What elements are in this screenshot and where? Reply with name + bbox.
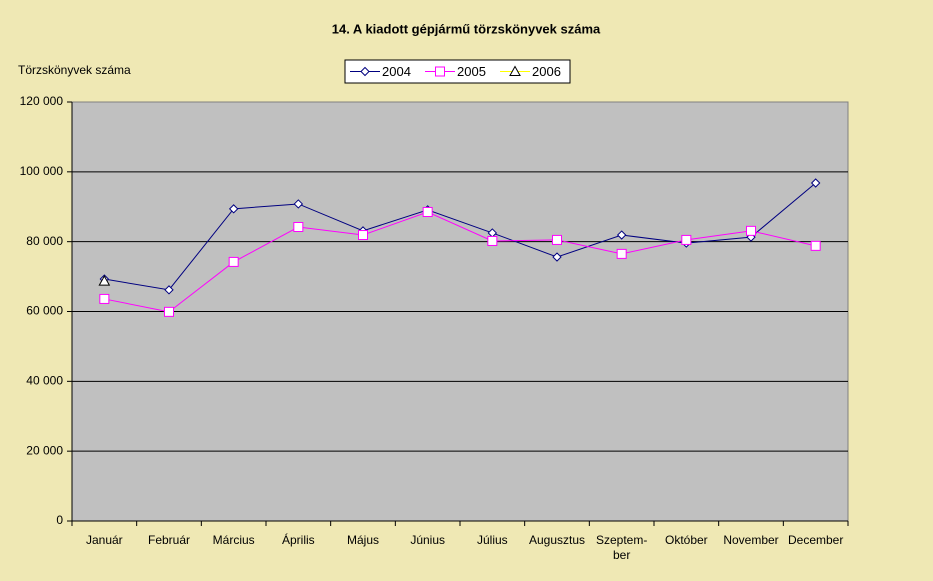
legend-marker	[360, 66, 370, 77]
data-point	[422, 206, 433, 217]
x-tick-label: Február	[148, 533, 190, 547]
x-tick-label: November	[723, 533, 778, 547]
x-tick-label: Június	[410, 533, 445, 547]
x-tick-label: Január	[86, 533, 123, 547]
x-tick-label: Október	[665, 533, 708, 547]
data-point	[552, 234, 562, 245]
legend-marker	[435, 66, 445, 77]
chart-title: 14. A kiadott gépjármű törzskönyvek szám…	[332, 21, 601, 36]
legend-label: 2004	[382, 64, 411, 79]
x-tick-label: Augusztus	[529, 533, 585, 547]
legend	[344, 59, 571, 84]
y-tick-label: 60 000	[26, 304, 63, 318]
data-point	[616, 248, 627, 259]
data-point	[616, 230, 627, 240]
data-point	[746, 225, 756, 236]
data-point	[552, 252, 562, 262]
data-point	[810, 178, 821, 188]
x-tick-label: Július	[477, 533, 508, 547]
data-point	[293, 222, 304, 233]
x-tick-label: Március	[213, 533, 255, 547]
y-tick-label: 120 000	[20, 94, 64, 108]
data-point	[358, 230, 368, 241]
y-tick-label: 80 000	[26, 234, 63, 248]
data-point	[164, 285, 174, 295]
data-point	[681, 234, 692, 245]
series-line	[104, 211, 816, 313]
legend-label: 2005	[457, 64, 486, 79]
x-tick-label: December	[788, 533, 843, 547]
data-point	[99, 293, 110, 304]
legend-label: 2006	[532, 64, 561, 79]
y-tick-label: 40 000	[26, 374, 63, 388]
y-tick-label: 100 000	[20, 164, 64, 178]
y-tick-label: 0	[56, 513, 63, 527]
data-point	[293, 199, 304, 209]
y-tick-label: 20 000	[26, 443, 63, 457]
data-point	[164, 306, 174, 317]
data-point	[228, 256, 239, 267]
data-point	[98, 275, 111, 286]
data-point	[487, 235, 498, 246]
series-line	[104, 182, 816, 291]
data-point	[228, 204, 239, 214]
y-axis-label: Törzskönyvek száma	[18, 63, 131, 77]
x-tick-label: Szeptem-ber	[596, 533, 647, 562]
x-tick-label: Május	[347, 533, 379, 547]
data-point	[810, 240, 821, 251]
legend-marker	[509, 65, 521, 76]
x-tick-label: Április	[282, 532, 315, 547]
